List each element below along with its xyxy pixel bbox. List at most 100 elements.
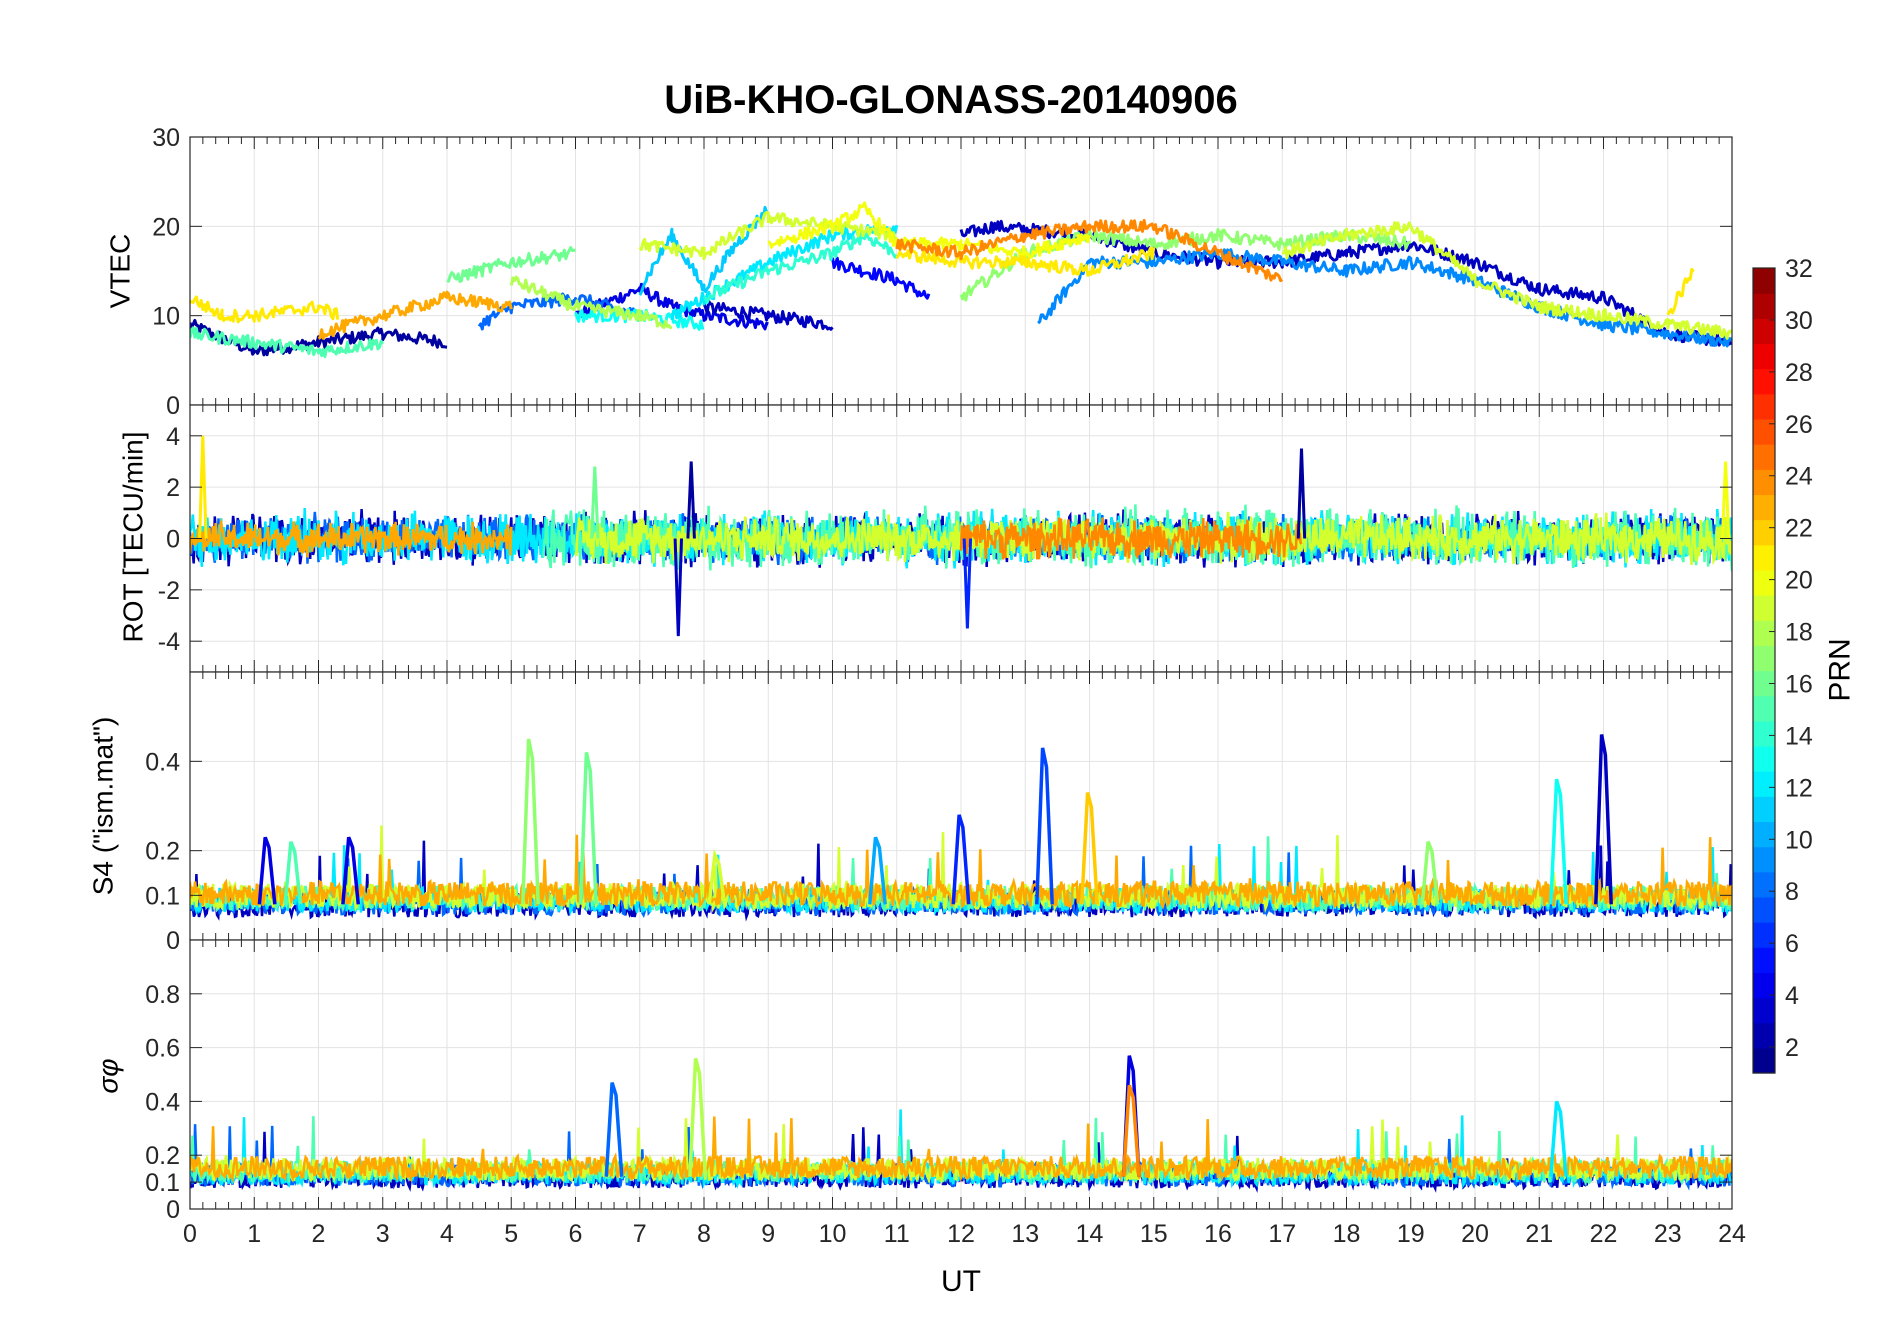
s4-peak	[1080, 792, 1099, 905]
x-axis-label: UT	[941, 1265, 981, 1298]
colorbar-tick-label: 4	[1785, 982, 1799, 1010]
vtec-series-line	[190, 326, 385, 359]
sigma-ytick-label: 0.1	[145, 1169, 180, 1197]
colorbar-step	[1753, 871, 1775, 898]
s4-peak	[341, 836, 361, 905]
x-tick-label: 22	[1590, 1220, 1618, 1248]
x-tick-label: 8	[697, 1220, 711, 1248]
colorbar-tick-label: 20	[1785, 567, 1813, 595]
colorbar-step	[1753, 268, 1775, 294]
rot-spike	[1720, 461, 1731, 539]
colorbar-tick-label: 26	[1785, 411, 1813, 439]
colorbar-step	[1753, 569, 1775, 596]
vtec-data	[190, 201, 1732, 359]
rot-data	[190, 435, 1732, 637]
colorbar-step	[1753, 997, 1775, 1024]
vtec-series-line	[477, 292, 642, 331]
s4-series-line	[190, 834, 1732, 910]
colorbar-step	[1753, 695, 1775, 722]
rot-series-line	[959, 517, 1303, 560]
x-tick-label: 7	[633, 1220, 647, 1248]
colorbar-tick-label: 18	[1785, 619, 1813, 647]
colorbar-step	[1753, 544, 1775, 571]
x-tick-label: 12	[947, 1220, 975, 1248]
colorbar-label: PRN	[1823, 638, 1857, 702]
s4-peak	[257, 836, 277, 905]
sigma-peak	[1549, 1100, 1568, 1177]
vtec-axis-label: VTEC	[103, 233, 135, 309]
x-tick-label: 4	[440, 1220, 454, 1248]
colorbar-step	[1753, 494, 1775, 521]
colorbar-step	[1753, 645, 1775, 672]
colorbar-tick-label: 24	[1785, 463, 1813, 491]
colorbar-step	[1753, 1047, 1775, 1074]
colorbar-step	[1753, 418, 1775, 445]
colorbar-step	[1753, 393, 1775, 420]
vtec-series-line	[190, 295, 340, 324]
sigma-peak	[1121, 1084, 1141, 1177]
s4-peak	[283, 841, 303, 905]
x-tick-label: 11	[884, 1220, 910, 1248]
x-tick-label: 10	[819, 1220, 847, 1248]
vtec-series-line	[1037, 247, 1732, 348]
s4-peak	[1594, 734, 1613, 905]
sigma-ytick-label: 0.2	[145, 1142, 180, 1170]
sigma-ytick-label: 0.6	[145, 1035, 180, 1063]
vtec-series-line	[702, 232, 898, 304]
colorbar-step	[1753, 343, 1775, 370]
colorbar-step	[1753, 620, 1775, 646]
sigma-data	[190, 1055, 1732, 1193]
colorbar-step	[1753, 896, 1775, 923]
rot-ytick-label: 4	[166, 423, 180, 451]
s4-series-line	[190, 825, 1732, 914]
x-tick-label: 20	[1461, 1220, 1489, 1248]
vtec-series-line	[767, 201, 1091, 260]
s4-data	[190, 734, 1732, 922]
rot-ytick-label: 0	[166, 526, 180, 554]
colorbar-step	[1753, 595, 1775, 621]
x-tick-label: 15	[1140, 1220, 1168, 1248]
sigma-ytick-label: 0.4	[145, 1088, 180, 1116]
s4-peak	[1420, 841, 1440, 905]
s4-peak	[707, 848, 727, 905]
colorbar-step	[1753, 745, 1775, 772]
colorbar-tick-label: 12	[1785, 774, 1813, 802]
colorbar-tick-label: 32	[1785, 255, 1813, 283]
colorbar-step	[1753, 947, 1775, 973]
x-tick-label: 23	[1654, 1220, 1682, 1248]
x-tick-label: 9	[761, 1220, 775, 1248]
s4-ytick-label: 0.2	[145, 838, 180, 866]
colorbar-step	[1753, 469, 1775, 496]
vtec-ytick-label: 20	[152, 213, 180, 241]
x-tick-label: 16	[1204, 1220, 1232, 1248]
vtec-series-line	[895, 218, 1284, 283]
sigma-peak	[604, 1082, 624, 1177]
colorbar-step	[1753, 771, 1775, 797]
sigma-panel: 00.10.2 0.4 0.6 0.8	[145, 939, 1733, 1224]
colorbar-step	[1753, 1022, 1775, 1049]
rot-panel: -4 -2 0 2 4	[158, 404, 1733, 673]
s4-ytick-label: 0	[166, 927, 180, 955]
s4-axis-label: S4 ("ism.mat")	[87, 717, 119, 896]
x-tick-label: 14	[1076, 1220, 1104, 1248]
colorbar-tick-label: 6	[1785, 930, 1799, 958]
vtec-ytick-label: 10	[152, 303, 180, 331]
colorbar-step	[1753, 972, 1775, 999]
vtec-series-line	[317, 290, 513, 340]
rot-axis-label: ROT [TECU/min]	[117, 431, 149, 643]
sigma-series-line	[190, 1116, 1732, 1184]
colorbar-step	[1753, 368, 1775, 395]
colorbar-tick-label: 8	[1785, 878, 1799, 906]
rot-spike	[198, 435, 208, 539]
x-tick-label: 3	[376, 1220, 390, 1248]
colorbar-tick-label: 30	[1785, 307, 1813, 335]
x-tick-label: 21	[1525, 1220, 1553, 1248]
x-tick-label: 24	[1718, 1220, 1746, 1248]
colorbar-step	[1753, 670, 1775, 697]
x-tick-label: 6	[569, 1220, 583, 1248]
s4-ytick-label: 0.1	[145, 882, 180, 910]
vtec-series-line	[1666, 267, 1695, 316]
s4-peak	[521, 738, 540, 905]
s4-panel: 0.1 0.2 0.4 0	[145, 671, 1733, 955]
